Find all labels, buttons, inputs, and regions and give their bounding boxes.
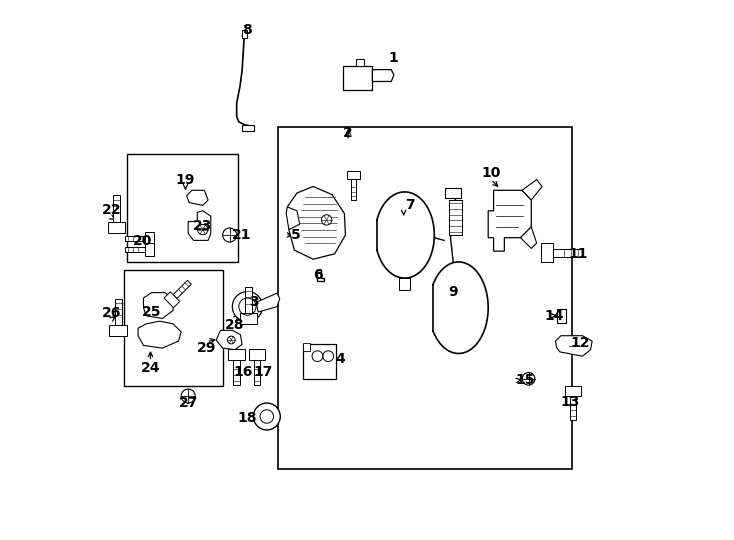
Polygon shape [115, 299, 122, 325]
Text: 14: 14 [545, 309, 564, 323]
Polygon shape [145, 232, 154, 246]
Polygon shape [186, 190, 208, 205]
Bar [242, 125, 254, 131]
Polygon shape [125, 236, 145, 241]
Polygon shape [240, 313, 257, 325]
Text: 10: 10 [482, 166, 501, 180]
Text: 23: 23 [193, 219, 212, 233]
Polygon shape [346, 171, 360, 179]
Bar [356, 59, 364, 66]
Text: 2: 2 [344, 126, 353, 140]
Text: 4: 4 [335, 352, 345, 366]
Polygon shape [125, 247, 145, 252]
Text: 19: 19 [176, 172, 195, 186]
Text: 24: 24 [141, 361, 160, 375]
Text: 21: 21 [232, 228, 252, 242]
Polygon shape [113, 195, 120, 221]
Bar [449, 200, 462, 235]
Polygon shape [173, 280, 192, 299]
Polygon shape [109, 325, 127, 336]
Polygon shape [553, 249, 583, 256]
Circle shape [228, 336, 235, 344]
Text: 20: 20 [133, 234, 152, 248]
Polygon shape [351, 179, 356, 200]
Polygon shape [570, 396, 576, 420]
Polygon shape [233, 360, 240, 385]
Text: 9: 9 [448, 285, 458, 299]
Text: 8: 8 [242, 23, 252, 37]
Bar [303, 344, 335, 379]
Polygon shape [256, 293, 280, 312]
Polygon shape [488, 190, 531, 251]
Text: 22: 22 [101, 202, 121, 217]
Polygon shape [138, 321, 181, 348]
Text: 12: 12 [570, 336, 589, 350]
Circle shape [197, 225, 208, 235]
Bar [399, 278, 410, 290]
Circle shape [222, 228, 236, 242]
Polygon shape [164, 292, 180, 308]
Circle shape [523, 373, 535, 385]
Bar [278, 127, 572, 469]
Text: 1: 1 [388, 51, 398, 65]
Polygon shape [145, 243, 154, 256]
Text: 13: 13 [561, 395, 581, 409]
Text: 6: 6 [313, 268, 322, 282]
Polygon shape [245, 287, 252, 313]
Text: 26: 26 [101, 306, 121, 320]
Polygon shape [108, 221, 126, 233]
Circle shape [253, 403, 280, 430]
Bar [127, 154, 238, 262]
Text: 3: 3 [249, 295, 258, 309]
Text: 29: 29 [197, 341, 217, 355]
Polygon shape [522, 179, 542, 200]
Text: 27: 27 [178, 396, 198, 410]
Polygon shape [565, 387, 581, 396]
Bar [556, 309, 567, 323]
Polygon shape [188, 211, 211, 240]
Polygon shape [249, 349, 266, 360]
Polygon shape [228, 349, 245, 360]
Text: 17: 17 [254, 366, 273, 379]
Polygon shape [143, 293, 173, 319]
Text: 25: 25 [142, 305, 161, 319]
Polygon shape [520, 227, 537, 248]
Polygon shape [217, 330, 242, 350]
Bar [445, 187, 461, 198]
Text: 11: 11 [568, 247, 588, 261]
Polygon shape [372, 70, 394, 82]
Bar [242, 30, 247, 38]
Polygon shape [287, 186, 346, 259]
Text: 28: 28 [225, 318, 245, 332]
Circle shape [233, 292, 263, 322]
Polygon shape [541, 243, 553, 262]
Polygon shape [254, 360, 261, 385]
Text: 5: 5 [291, 228, 301, 242]
Bar [303, 343, 310, 351]
Text: 15: 15 [515, 374, 534, 387]
Text: 16: 16 [233, 366, 252, 379]
Polygon shape [286, 207, 299, 229]
Text: 18: 18 [238, 411, 257, 425]
Circle shape [321, 215, 332, 225]
Bar [343, 66, 372, 90]
Circle shape [181, 389, 195, 403]
Polygon shape [556, 336, 592, 356]
Bar [123, 270, 223, 386]
Text: 7: 7 [405, 198, 415, 212]
